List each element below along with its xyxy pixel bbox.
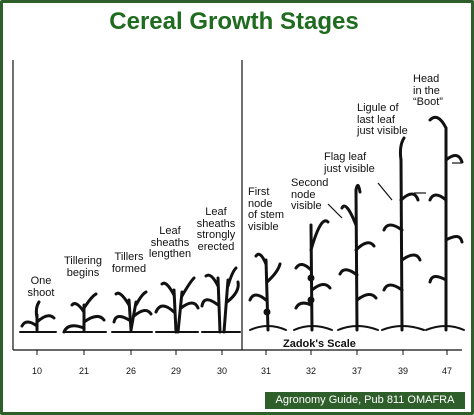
stage-arrows — [327, 162, 462, 219]
tick-label: 29 — [170, 366, 181, 376]
growth-stage-illustration — [12, 60, 465, 355]
scale-title: Zadok's Scale — [283, 338, 356, 350]
plant-stage-39 — [381, 136, 425, 332]
stage-label-one-shoot: One shoot — [27, 275, 55, 299]
plant-stage-26 — [111, 290, 153, 333]
plant-stage-31 — [248, 252, 287, 332]
plant-stage-21 — [62, 292, 107, 334]
stage-label-leaf-sheaths-erected: Leaf sheaths strongly erected — [196, 206, 236, 253]
source-footer: Agronomy Guide, Pub 811 OMAFRA — [265, 392, 465, 409]
axis-ticks — [36, 350, 448, 355]
plant-stage-10 — [19, 300, 57, 333]
stage-label-ligule: Ligule of last leaf just visible — [357, 102, 408, 137]
plant-stage-47 — [425, 115, 465, 332]
tick-label: 47 — [441, 366, 452, 376]
stage-label-leaf-sheaths-lengthen: Leaf sheaths lengthen — [148, 225, 192, 260]
tick-label: 37 — [351, 366, 362, 376]
plant-stage-32 — [293, 219, 333, 332]
stage-label-flag-leaf: Flag leaf just visible — [324, 151, 375, 175]
plant-stage-37 — [337, 184, 379, 332]
plant-stage-30 — [200, 266, 241, 334]
tick-label: 26 — [125, 366, 136, 376]
tick-label: 21 — [78, 366, 89, 376]
stage-label-first-node: First node of stem visible — [248, 186, 285, 233]
stage-label-second-node: Second node visible — [291, 177, 329, 212]
tick-label: 30 — [216, 366, 227, 376]
stage-label-head-in-boot: Head in the “Boot” — [413, 73, 443, 108]
plant-stage-29 — [154, 276, 200, 334]
diagram-title: Cereal Growth Stages — [109, 8, 359, 35]
tick-label: 32 — [305, 366, 316, 376]
tick-label: 39 — [397, 366, 408, 376]
stage-label-tillering-begins: Tillering begins — [63, 255, 103, 279]
tick-label: 31 — [260, 366, 271, 376]
stage-label-tillers-formed: Tillers formed — [111, 251, 147, 275]
tick-label: 10 — [31, 366, 42, 376]
